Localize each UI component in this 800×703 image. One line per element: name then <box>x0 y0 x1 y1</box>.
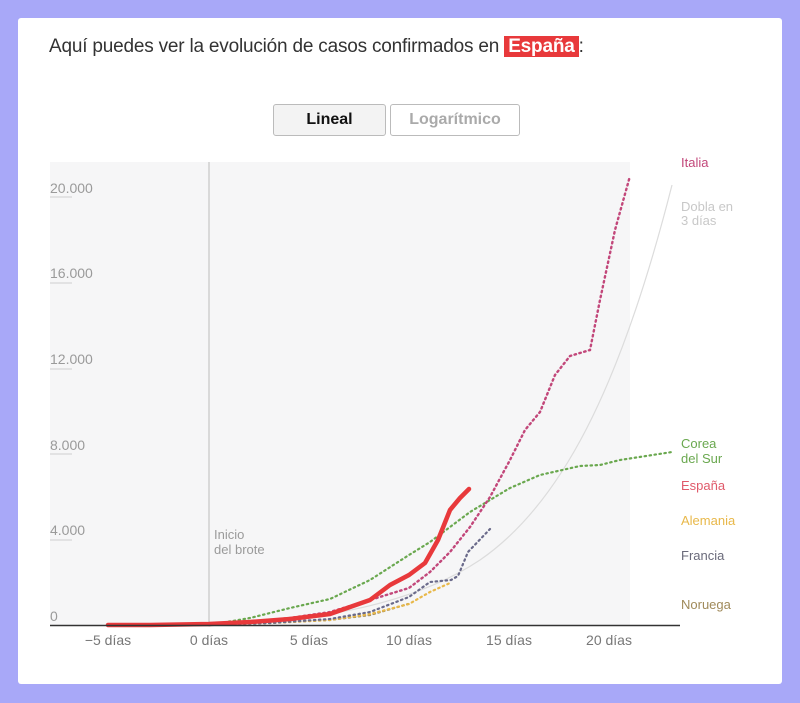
y-tick-16000: 16.000 <box>50 265 93 281</box>
country-highlight[interactable]: España <box>504 36 579 57</box>
x-tick-5: 5 días <box>290 632 328 648</box>
headline-text: Aquí puedes ver la evolución de casos co… <box>49 36 500 57</box>
label-doubling-1: Dobla en <box>681 199 733 214</box>
x-tick-20: 20 días <box>586 632 632 648</box>
series-francia <box>207 527 492 627</box>
headline: Aquí puedes ver la evolución de casos co… <box>49 36 584 58</box>
series-corea-del-sur <box>207 450 674 627</box>
y-tick-0: 0 <box>50 608 58 624</box>
linear-button[interactable]: Lineal <box>273 104 386 136</box>
outbreak-label-2: del brote <box>214 542 265 557</box>
label-corea-1: Corea <box>681 436 717 451</box>
x-axis: −5 días 0 días 5 días 10 días 15 días 20… <box>85 632 632 648</box>
label-francia: Francia <box>681 548 725 563</box>
log-button[interactable]: Logarítmico <box>390 104 520 136</box>
y-tick-4000: 4.000 <box>50 522 85 538</box>
x-tick-0: 0 días <box>190 632 228 648</box>
plot-area <box>50 162 630 625</box>
label-doubling-2: 3 días <box>681 213 717 228</box>
y-axis: 20.000 16.000 12.000 8.000 4.000 0 <box>50 180 93 624</box>
y-tick-12000: 12.000 <box>50 351 93 367</box>
label-alemania: Alemania <box>681 513 736 528</box>
headline-suffix: : <box>578 36 584 57</box>
legend: Italia Dobla en 3 días Corea del Sur Esp… <box>681 155 736 612</box>
scale-toggle: Lineal Logarítmico <box>273 104 520 136</box>
y-tick-20000: 20.000 <box>50 180 93 196</box>
x-tick-15: 15 días <box>486 632 532 648</box>
x-tick-minus5: −5 días <box>85 632 131 648</box>
y-tick-8000: 8.000 <box>50 437 85 453</box>
outbreak-label-1: Inicio <box>214 527 244 542</box>
label-corea-2: del Sur <box>681 451 723 466</box>
x-tick-10: 10 días <box>386 632 432 648</box>
label-espana: España <box>681 478 726 493</box>
series-espana <box>105 486 472 628</box>
label-noruega: Noruega <box>681 597 732 612</box>
label-italia: Italia <box>681 155 709 170</box>
